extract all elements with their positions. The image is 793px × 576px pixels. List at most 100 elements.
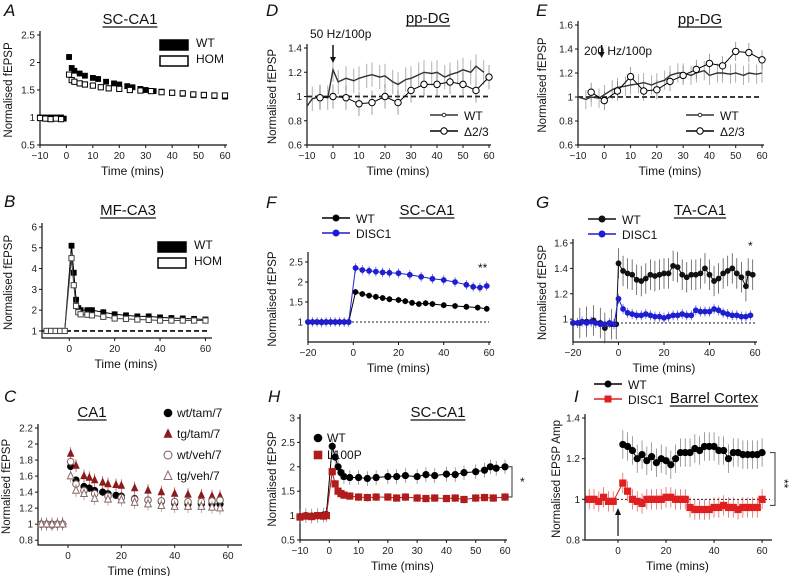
y-tick-label: 5 (31, 243, 37, 254)
data-point (354, 493, 363, 501)
data-point (80, 471, 88, 480)
data-point (372, 268, 379, 275)
data-point (422, 300, 429, 307)
legend: wt/tam/7 tg/tam/7 wt/veh/7 tg/veh/7 (163, 406, 223, 483)
data-point (372, 493, 380, 501)
data-point (696, 446, 704, 455)
data-point (732, 47, 740, 56)
panel-g: G TA-CA1 1 1.2 1.4 1.6 −20 0 20 40 60 Time (mins) No… (536, 193, 761, 375)
data-point (105, 85, 112, 92)
data-point (61, 327, 68, 335)
data-point (197, 501, 206, 510)
x-tick-label: 60 (200, 344, 212, 355)
data-point (706, 308, 713, 315)
y-tick-label: 1.2 (566, 454, 580, 465)
data-point (442, 494, 451, 503)
data-point (331, 480, 339, 488)
legend-label: wt/tam/7 (176, 406, 223, 420)
y-tick-label: 1 (574, 495, 580, 506)
data-point (613, 87, 622, 95)
panel-f: F SC-CA1 1 1.5 2 2.5 −20 0 20 40 60 Time (mins) Norm… (266, 193, 495, 375)
data-point (626, 72, 635, 81)
data-point (363, 474, 371, 483)
y-tick-label: 1.6 (554, 239, 568, 250)
panel-title: TA-CA1 (674, 202, 726, 219)
legend-label: WT (196, 36, 215, 50)
data-point (316, 94, 324, 102)
y-tick-label: 1.2 (288, 68, 302, 79)
panel-i: I Barrel Cortex 0.8 1 1.2 1.4 0 20 40 60 Time (min… (551, 378, 791, 573)
panel-c: C CA1 0.8 1 1.2 1.4 1.6 1.8 2 2.2 0 20 40 60 Time (min… (1, 387, 242, 576)
series-wt (619, 430, 766, 479)
y-axis-label: Normalised fEPSP (267, 251, 279, 347)
y-tick-label: 1.8 (19, 456, 33, 467)
y-tick-label: 2.5 (289, 258, 303, 269)
data-point (451, 494, 459, 502)
significance-marker: * (520, 475, 525, 489)
x-tick-label: 30 (405, 151, 417, 162)
data-point (340, 472, 348, 481)
data-point (486, 463, 494, 471)
data-point (145, 316, 152, 324)
data-point (331, 453, 339, 461)
panel-letter: H (268, 387, 281, 406)
data-point (111, 315, 118, 322)
data-point (665, 270, 672, 277)
data-point (738, 274, 745, 281)
x-tick-label: −20 (565, 348, 582, 359)
y-axis-label: Normalised fEPSP (3, 42, 15, 138)
data-point (710, 442, 718, 451)
series-disc1 (305, 263, 490, 328)
legend: WT Δ2/3 (686, 109, 745, 139)
data-point (620, 268, 626, 274)
legend-label: WT (194, 238, 213, 252)
y-tick-label: 1 (289, 511, 295, 522)
y-tick-label: 3 (289, 414, 295, 425)
y-axis-label: Normalised fEPSP (537, 245, 549, 341)
y-tick-label: 1 (567, 93, 573, 104)
legend-label: L100P (327, 448, 362, 462)
x-tick-label: 20 (114, 151, 126, 162)
legend-marker (313, 450, 323, 460)
y-tick-label: 0.8 (566, 536, 580, 547)
data-point (88, 312, 96, 319)
x-tick-label: 10 (87, 151, 99, 162)
data-point (595, 497, 603, 505)
data-point (66, 54, 72, 60)
data-point (483, 283, 490, 289)
data-point (52, 115, 59, 122)
data-point (460, 469, 468, 477)
stimulus-label: 50 Hz/100p (310, 27, 372, 41)
y-axis-label: Normalised fEPSP (537, 37, 549, 133)
y-axis-label: Normalised fEPSP (267, 431, 279, 527)
data-point (638, 278, 645, 284)
data-point (90, 475, 99, 484)
data-point (103, 493, 113, 503)
data-point (407, 86, 415, 95)
panel-title: MF-CA3 (100, 202, 156, 219)
y-tick-label: 2 (29, 58, 35, 69)
y-tick-label: 0.5 (281, 536, 295, 547)
y-tick-label: 1.6 (559, 21, 573, 32)
data-point (342, 94, 350, 102)
data-point (718, 62, 727, 70)
y-tick-label: 1 (29, 113, 35, 124)
x-tick-label: 20 (382, 546, 394, 557)
data-point (480, 466, 489, 474)
data-point (89, 75, 96, 81)
data-point (179, 90, 186, 97)
data-point (368, 98, 376, 107)
data-point (134, 316, 141, 323)
data-point (346, 473, 354, 482)
data-point (629, 271, 636, 278)
x-tick-label: 40 (154, 344, 166, 355)
series-wt (305, 288, 490, 326)
legend-label: tg/veh/7 (177, 469, 220, 483)
data-point (624, 487, 632, 495)
y-tick-label: 0.8 (288, 116, 302, 127)
x-axis-label: Time (mins) (639, 164, 702, 178)
data-point (463, 281, 470, 288)
